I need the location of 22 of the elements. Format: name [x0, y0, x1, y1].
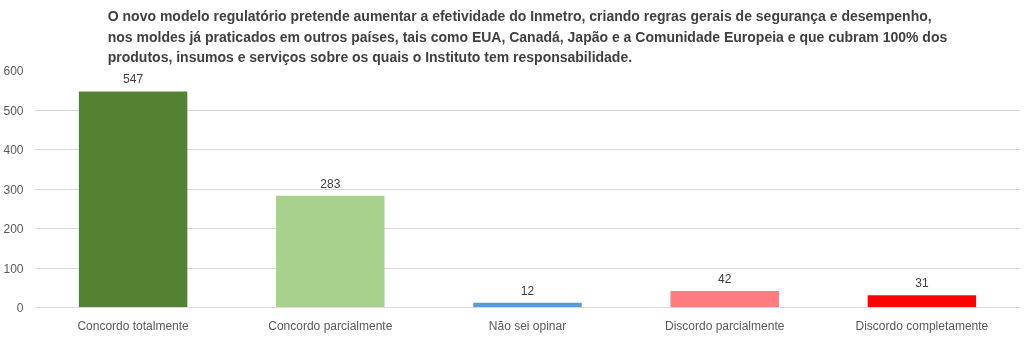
y-tick-label: 500	[3, 103, 24, 118]
data-label: 12	[520, 283, 535, 298]
x-tick-label: Concordo parcialmente	[268, 318, 393, 333]
y-tick-label: 300	[3, 182, 24, 197]
data-label: 42	[718, 271, 732, 286]
bar	[867, 295, 977, 308]
data-label: 283	[320, 176, 341, 191]
bar	[78, 91, 188, 308]
y-tick-label: 200	[3, 222, 24, 236]
y-tick-label: 600	[3, 64, 24, 78]
y-tick-label: 0	[16, 301, 24, 315]
y-tick-label: 100	[3, 261, 24, 276]
y-tick-label: 400	[3, 143, 24, 157]
chart-title: O novo modelo regulatório pretende aumentar a efetividade do Inmetro, criando regras gerais de segurança e desempenho, nos moldes já praticados em outros países, tais como EUA, Canadá, Japão e a Comunidade Europeia e que cubram 100% dos produtos, insumos e serviços sobre os quais o Instituto tem responsabilidade.	[107, 7, 948, 66]
x-tick-label: Concordo totalmente	[77, 318, 190, 333]
bar	[276, 195, 385, 308]
x-tick-label: Discordo parcialmente	[665, 318, 785, 333]
x-tick-label: Discordo completamente	[855, 318, 989, 333]
data-label: 31	[915, 276, 929, 291]
data-label: 547	[123, 72, 144, 87]
bar	[670, 290, 779, 308]
x-tick-label: Não sei opinar	[488, 318, 567, 333]
